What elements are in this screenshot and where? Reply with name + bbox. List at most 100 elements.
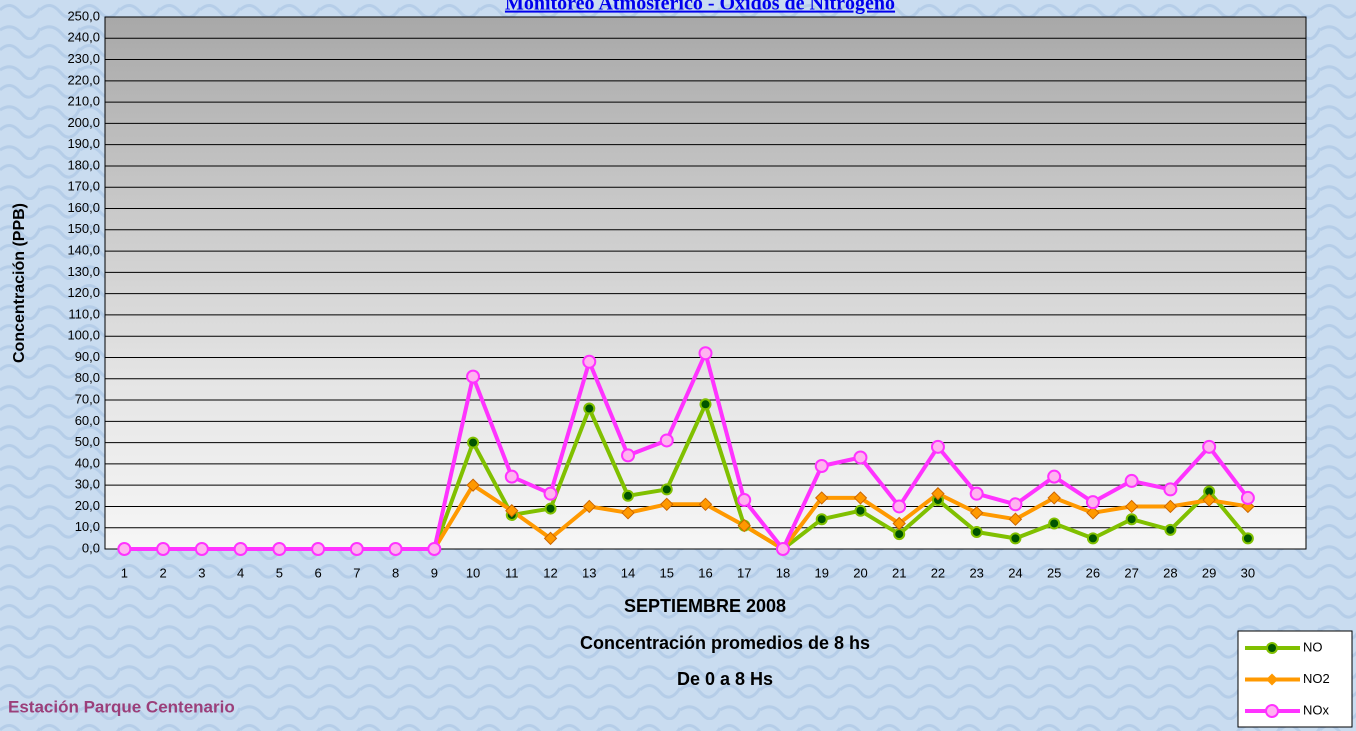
marker: [1127, 514, 1137, 524]
marker: [1009, 498, 1021, 510]
x-tick-label: 1: [121, 565, 128, 580]
x-tick-label: 18: [776, 565, 790, 580]
y-axis-label: Concentración (PPB): [11, 203, 28, 363]
marker: [583, 356, 595, 368]
y-tick-label: 20,0: [75, 498, 100, 513]
legend-label: NOx: [1303, 702, 1330, 717]
marker: [1164, 483, 1176, 495]
y-tick-label: 70,0: [75, 391, 100, 406]
marker: [932, 441, 944, 453]
y-tick-label: 110,0: [68, 306, 100, 321]
marker: [467, 371, 479, 383]
x-tick-label: 16: [698, 565, 712, 580]
legend-marker: [1267, 643, 1277, 653]
y-tick-label: 210,0: [67, 94, 100, 109]
marker: [777, 543, 789, 555]
y-tick-label: 170,0: [67, 179, 100, 194]
marker: [855, 506, 865, 516]
y-tick-label: 240,0: [67, 30, 100, 45]
y-tick-label: 190,0: [67, 136, 100, 151]
x-tick-label: 4: [237, 565, 244, 580]
x-tick-label: 13: [582, 565, 596, 580]
marker: [700, 347, 712, 359]
y-tick-label: 90,0: [75, 349, 100, 364]
page: {"chart_data": {"type": "line", "title":…: [0, 0, 1356, 731]
y-tick-label: 30,0: [75, 477, 100, 492]
marker: [972, 527, 982, 537]
x-tick-label: 20: [853, 565, 867, 580]
plot-area: [105, 17, 1306, 549]
x-tick-label: 8: [392, 565, 399, 580]
marker: [1243, 533, 1253, 543]
marker: [622, 449, 634, 461]
marker: [1088, 533, 1098, 543]
chart: Monitoreo Atmosférico - Óxidos de Nitróg…: [0, 0, 1356, 731]
y-tick-label: 230,0: [67, 51, 100, 66]
marker: [816, 460, 828, 472]
x-axis-label: SEPTIEMBRE 2008: [624, 596, 786, 616]
marker: [623, 491, 633, 501]
x-axis-sublabel: Concentración promedios de 8 hs: [580, 633, 870, 653]
x-tick-label: 29: [1202, 565, 1216, 580]
station-label: Estación Parque Centenario: [8, 697, 235, 716]
x-tick-label: 15: [660, 565, 674, 580]
legend-marker: [1266, 705, 1278, 717]
y-tick-label: 150,0: [67, 221, 100, 236]
marker: [390, 543, 402, 555]
marker: [701, 399, 711, 409]
x-tick-label: 23: [969, 565, 983, 580]
marker: [468, 438, 478, 448]
marker: [118, 543, 130, 555]
y-tick-label: 140,0: [67, 243, 100, 258]
y-tick-label: 100,0: [67, 328, 100, 343]
y-tick-label: 130,0: [67, 264, 100, 279]
x-tick-label: 14: [621, 565, 635, 580]
x-tick-label: 5: [276, 565, 283, 580]
x-tick-label: 27: [1124, 565, 1138, 580]
marker: [506, 471, 518, 483]
x-tick-label: 21: [892, 565, 906, 580]
marker: [1049, 518, 1059, 528]
marker: [662, 484, 672, 494]
marker: [428, 543, 440, 555]
marker: [1087, 496, 1099, 508]
x-tick-label: 24: [1008, 565, 1022, 580]
x-tick-label: 2: [159, 565, 166, 580]
marker: [1010, 533, 1020, 543]
chart-title: Monitoreo Atmosférico - Óxidos de Nitróg…: [505, 0, 895, 15]
y-tick-label: 80,0: [75, 370, 100, 385]
y-tick-label: 250,0: [67, 8, 100, 23]
y-tick-label: 0,0: [82, 540, 100, 555]
y-tick-label: 200,0: [67, 115, 100, 130]
x-tick-label: 3: [198, 565, 205, 580]
x-tick-label: 11: [505, 565, 519, 580]
y-tick-label: 50,0: [75, 434, 100, 449]
marker: [312, 543, 324, 555]
marker: [738, 494, 750, 506]
marker: [545, 488, 557, 500]
x-tick-label: 10: [466, 565, 480, 580]
marker: [854, 451, 866, 463]
marker: [894, 529, 904, 539]
marker: [196, 543, 208, 555]
marker: [235, 543, 247, 555]
marker: [817, 514, 827, 524]
y-tick-label: 120,0: [67, 285, 100, 300]
x-tick-label: 12: [543, 565, 557, 580]
marker: [1048, 471, 1060, 483]
x-tick-label: 9: [431, 565, 438, 580]
legend-label: NO2: [1303, 671, 1330, 686]
y-tick-label: 60,0: [75, 413, 100, 428]
marker: [157, 543, 169, 555]
marker: [546, 504, 556, 514]
x-tick-label: 22: [931, 565, 945, 580]
marker: [1242, 492, 1254, 504]
marker: [273, 543, 285, 555]
marker: [1203, 441, 1215, 453]
x-tick-label: 28: [1163, 565, 1177, 580]
legend-label: NO: [1303, 639, 1323, 654]
y-tick-label: 220,0: [67, 72, 100, 87]
marker: [971, 488, 983, 500]
x-axis-sublabel: De 0 a 8 Hs: [677, 669, 773, 689]
marker: [584, 404, 594, 414]
